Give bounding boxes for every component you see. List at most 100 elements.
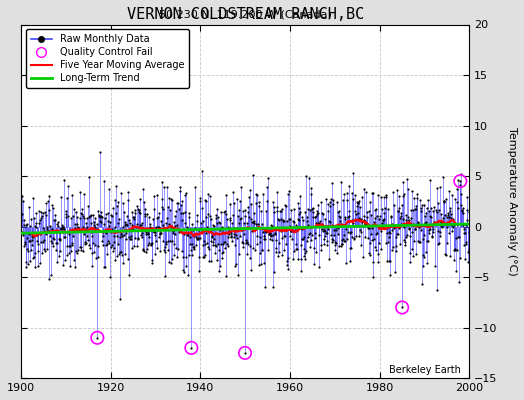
Point xyxy=(404,214,412,220)
Point xyxy=(356,204,364,210)
Point xyxy=(82,226,90,232)
Point xyxy=(456,178,464,184)
Point xyxy=(369,219,378,226)
Point xyxy=(154,224,162,230)
Point xyxy=(179,210,187,216)
Point xyxy=(67,228,75,234)
Point xyxy=(458,205,467,212)
Point xyxy=(66,263,74,269)
Point xyxy=(397,212,406,219)
Point xyxy=(363,214,371,220)
Point xyxy=(95,212,103,219)
Point xyxy=(95,212,103,219)
Point xyxy=(434,200,442,206)
Point xyxy=(156,230,164,237)
Point xyxy=(427,214,435,220)
Point xyxy=(242,240,250,246)
Point xyxy=(425,227,433,234)
Point xyxy=(118,224,127,230)
Point xyxy=(137,222,145,228)
Point xyxy=(125,216,134,223)
Point xyxy=(27,237,36,244)
Point xyxy=(355,215,363,222)
Point xyxy=(452,246,461,253)
Point xyxy=(301,209,310,215)
Point xyxy=(116,296,124,303)
Point xyxy=(178,216,187,223)
Point xyxy=(155,234,163,240)
Point xyxy=(141,213,149,220)
Point xyxy=(335,243,343,249)
Point xyxy=(32,232,41,238)
Point xyxy=(434,206,443,213)
Point xyxy=(179,254,188,260)
Point xyxy=(320,236,329,242)
Point xyxy=(97,219,106,226)
Point xyxy=(114,220,123,226)
Point xyxy=(414,224,423,230)
Point xyxy=(385,258,394,264)
Point xyxy=(311,220,320,226)
Point xyxy=(418,280,426,287)
Point xyxy=(409,221,417,228)
Point xyxy=(273,208,281,214)
Point xyxy=(84,174,93,180)
Point xyxy=(331,239,339,245)
Point xyxy=(337,179,345,185)
Point xyxy=(279,218,287,224)
Point xyxy=(419,251,428,258)
Point xyxy=(198,228,206,234)
Point xyxy=(319,211,328,218)
Point xyxy=(313,202,322,208)
Point xyxy=(145,214,153,220)
Point xyxy=(190,246,199,252)
Point xyxy=(135,207,144,213)
Point xyxy=(276,208,284,214)
Point xyxy=(80,231,89,238)
Point xyxy=(287,228,295,234)
Point xyxy=(187,229,195,236)
Point xyxy=(443,240,451,246)
Point xyxy=(356,226,364,233)
Point xyxy=(387,213,395,219)
Point xyxy=(19,217,28,223)
Point xyxy=(256,234,264,240)
Point xyxy=(80,190,88,197)
Point xyxy=(217,208,225,215)
Point xyxy=(235,251,244,257)
Point xyxy=(412,251,421,258)
Point xyxy=(396,241,404,247)
Point xyxy=(228,225,237,232)
Point xyxy=(132,210,140,216)
Point xyxy=(310,235,319,241)
Point xyxy=(160,247,168,253)
Point xyxy=(290,206,298,212)
Point xyxy=(443,213,452,220)
Point xyxy=(459,222,467,228)
Point xyxy=(86,213,94,220)
Point xyxy=(410,206,419,212)
Point xyxy=(456,178,464,184)
Point xyxy=(174,206,183,213)
Point xyxy=(288,227,296,234)
Point xyxy=(245,214,253,220)
Point xyxy=(79,224,88,231)
Point xyxy=(290,218,299,225)
Point xyxy=(35,208,43,214)
Point xyxy=(42,226,51,232)
Point xyxy=(216,241,225,247)
Point xyxy=(226,214,234,221)
Point xyxy=(111,224,119,230)
Point xyxy=(113,253,121,260)
Point xyxy=(186,234,194,240)
Point xyxy=(45,193,53,199)
Point xyxy=(416,239,424,245)
Point xyxy=(342,260,351,267)
Point xyxy=(68,240,77,247)
Point xyxy=(88,263,96,270)
Point xyxy=(157,218,166,224)
Point xyxy=(412,206,420,212)
Point xyxy=(227,220,236,226)
Point xyxy=(123,197,132,203)
Point xyxy=(188,251,196,258)
